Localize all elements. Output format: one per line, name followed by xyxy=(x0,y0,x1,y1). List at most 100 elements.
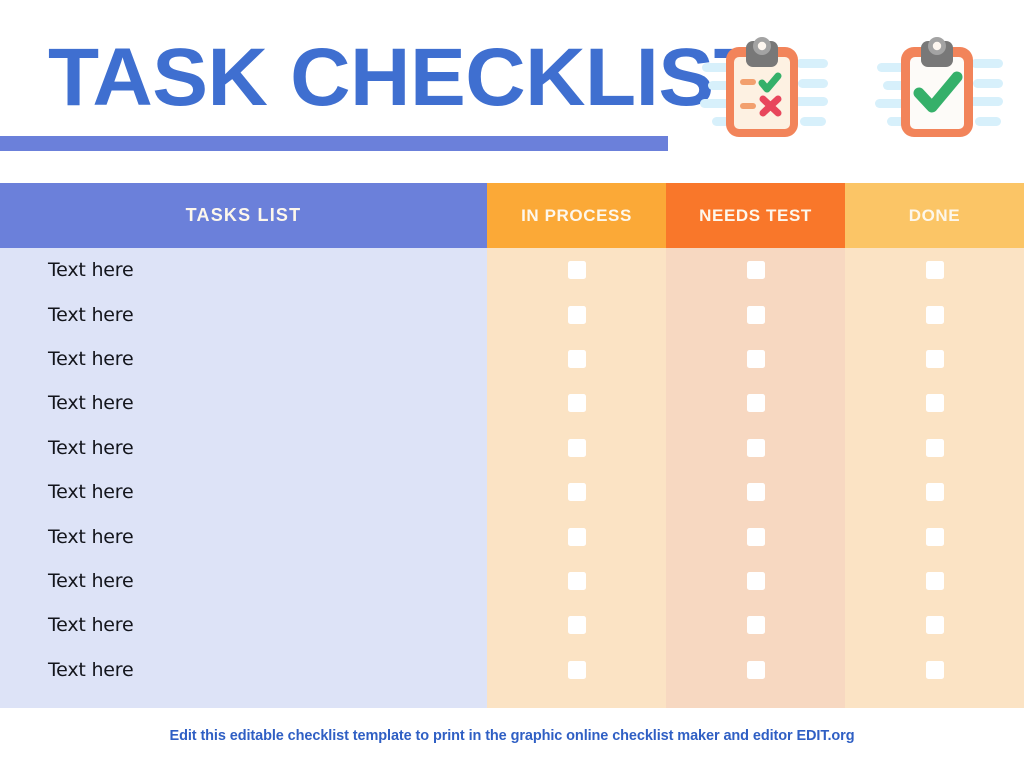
checkbox-needs-test[interactable] xyxy=(746,616,765,635)
column-header-needs-test-label: NEEDS TEST xyxy=(699,205,812,225)
checkbox-done[interactable] xyxy=(925,571,944,590)
checkbox-cell[interactable] xyxy=(666,559,845,603)
checkbox-cell[interactable] xyxy=(845,514,1024,558)
checkbox-in-process[interactable] xyxy=(567,305,586,324)
checkbox-cell[interactable] xyxy=(666,648,845,692)
checkbox-needs-test[interactable] xyxy=(746,571,765,590)
task-label: Text here xyxy=(48,481,134,504)
checkbox-cell[interactable] xyxy=(487,648,666,692)
clipboard-check-cross-icon xyxy=(700,33,830,145)
checkbox-needs-test[interactable] xyxy=(746,660,765,679)
checkbox-done[interactable] xyxy=(925,394,944,413)
task-label: Text here xyxy=(48,569,134,592)
column-header-in-process-label: IN PROCESS xyxy=(521,205,632,225)
task-row[interactable]: Text here xyxy=(48,514,468,558)
checkbox-cell[interactable] xyxy=(845,648,1024,692)
checkbox-cell[interactable] xyxy=(487,603,666,647)
checkbox-cell[interactable] xyxy=(845,337,1024,381)
checkbox-in-process[interactable] xyxy=(567,660,586,679)
checkbox-in-process[interactable] xyxy=(567,261,586,280)
checkbox-cell[interactable] xyxy=(845,292,1024,336)
checkbox-done[interactable] xyxy=(925,438,944,457)
checkbox-done[interactable] xyxy=(925,527,944,546)
footer-note: Edit this editable checklist template to… xyxy=(169,728,855,744)
checklist-table: TASKS LIST Text here Text here Text here Te… xyxy=(0,183,1024,708)
column-header-needs-test: NEEDS TEST xyxy=(666,183,845,248)
column-header-done-label: DONE xyxy=(908,205,961,225)
checkbox-done[interactable] xyxy=(925,660,944,679)
checkbox-cell[interactable] xyxy=(666,470,845,514)
task-row[interactable]: Text here xyxy=(48,470,468,514)
checkbox-needs-test[interactable] xyxy=(746,261,765,280)
task-row[interactable]: Text here xyxy=(48,426,468,470)
task-row[interactable]: Text here xyxy=(48,337,468,381)
title-underline xyxy=(0,136,668,151)
checkbox-cell[interactable] xyxy=(845,470,1024,514)
checkbox-cell[interactable] xyxy=(845,248,1024,292)
task-label: Text here xyxy=(48,259,134,282)
checkbox-done[interactable] xyxy=(925,305,944,324)
column-header-tasks: TASKS LIST xyxy=(0,183,487,248)
task-row[interactable]: Text here xyxy=(48,559,468,603)
checkbox-needs-test[interactable] xyxy=(746,438,765,457)
task-label: Text here xyxy=(48,303,134,326)
task-label: Text here xyxy=(48,614,134,637)
checkbox-needs-test[interactable] xyxy=(746,527,765,546)
checkbox-needs-test[interactable] xyxy=(746,305,765,324)
checkbox-in-process[interactable] xyxy=(567,571,586,590)
task-label: Text here xyxy=(48,347,134,370)
checkbox-cell[interactable] xyxy=(487,426,666,470)
task-row[interactable]: Text here xyxy=(48,648,468,692)
task-label: Text here xyxy=(48,658,134,681)
column-in-process: IN PROCESS xyxy=(487,183,666,708)
checkbox-cell[interactable] xyxy=(666,337,845,381)
checkbox-cell[interactable] xyxy=(845,559,1024,603)
checkbox-in-process[interactable] xyxy=(567,616,586,635)
checkbox-done[interactable] xyxy=(925,483,944,502)
checkbox-stack-in-process xyxy=(487,248,666,692)
checkbox-in-process[interactable] xyxy=(567,527,586,546)
checkbox-in-process[interactable] xyxy=(567,483,586,502)
checkbox-cell[interactable] xyxy=(666,603,845,647)
checkbox-done[interactable] xyxy=(925,349,944,368)
clipboard-check-icon xyxy=(875,33,1005,145)
checkbox-needs-test[interactable] xyxy=(746,349,765,368)
checkbox-in-process[interactable] xyxy=(567,349,586,368)
task-row[interactable]: Text here xyxy=(48,248,468,292)
checkbox-cell[interactable] xyxy=(666,248,845,292)
column-needs-test: NEEDS TEST xyxy=(666,183,845,708)
task-label: Text here xyxy=(48,392,134,415)
checkbox-cell[interactable] xyxy=(845,603,1024,647)
task-label: Text here xyxy=(48,525,134,548)
column-header-tasks-label: TASKS LIST xyxy=(185,205,302,225)
checkbox-cell[interactable] xyxy=(487,248,666,292)
checkbox-in-process[interactable] xyxy=(567,438,586,457)
checkbox-cell[interactable] xyxy=(666,292,845,336)
checkbox-cell[interactable] xyxy=(487,381,666,425)
checkbox-needs-test[interactable] xyxy=(746,483,765,502)
task-label: Text here xyxy=(48,436,134,459)
column-done: DONE xyxy=(845,183,1024,708)
checkbox-cell[interactable] xyxy=(845,426,1024,470)
checkbox-done[interactable] xyxy=(925,261,944,280)
checkbox-stack-done xyxy=(845,248,1024,692)
task-row[interactable]: Text here xyxy=(48,603,468,647)
checkbox-cell[interactable] xyxy=(487,292,666,336)
checkbox-done[interactable] xyxy=(925,616,944,635)
checkbox-needs-test[interactable] xyxy=(746,394,765,413)
checkbox-cell[interactable] xyxy=(487,337,666,381)
checkbox-stack-needs-test xyxy=(666,248,845,692)
task-row[interactable]: Text here xyxy=(48,292,468,336)
checkbox-cell[interactable] xyxy=(487,470,666,514)
checkbox-cell[interactable] xyxy=(487,559,666,603)
column-tasks: TASKS LIST Text here Text here Text here Te… xyxy=(0,183,487,708)
checkbox-cell[interactable] xyxy=(666,514,845,558)
task-row[interactable]: Text here xyxy=(48,381,468,425)
checkbox-cell[interactable] xyxy=(666,381,845,425)
column-header-in-process: IN PROCESS xyxy=(487,183,666,248)
task-label-list: Text here Text here Text here Text here Text… xyxy=(48,248,468,692)
checkbox-cell[interactable] xyxy=(845,381,1024,425)
checkbox-in-process[interactable] xyxy=(567,394,586,413)
checkbox-cell[interactable] xyxy=(666,426,845,470)
checkbox-cell[interactable] xyxy=(487,514,666,558)
